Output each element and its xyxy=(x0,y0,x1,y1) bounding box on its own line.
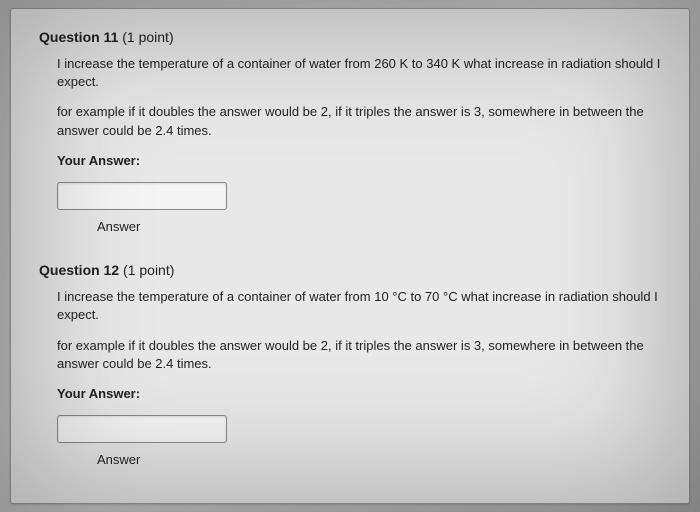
question-12-body: I increase the temperature of a containe… xyxy=(39,288,661,469)
question-12-answer-caption: Answer xyxy=(57,451,661,469)
question-11-text-2: for example if it doubles the answer wou… xyxy=(57,103,661,139)
question-12-number: Question 12 xyxy=(39,262,119,278)
question-12-text-2: for example if it doubles the answer wou… xyxy=(57,337,661,373)
question-11-text-1: I increase the temperature of a containe… xyxy=(57,55,661,91)
question-12-title: Question 12 (1 point) xyxy=(39,262,661,278)
question-11-your-answer-label: Your Answer: xyxy=(57,152,661,170)
question-11-title: Question 11 (1 point) xyxy=(39,29,661,45)
question-12-points: (1 point) xyxy=(123,262,174,278)
question-11-answer-input[interactable] xyxy=(57,182,227,210)
question-11-number: Question 11 xyxy=(39,29,118,45)
question-12: Question 12 (1 point) I increase the tem… xyxy=(39,262,661,469)
question-11-points: (1 point) xyxy=(122,29,173,45)
question-11: Question 11 (1 point) I increase the tem… xyxy=(39,29,661,236)
quiz-container: Question 11 (1 point) I increase the tem… xyxy=(10,8,690,504)
question-12-text-1: I increase the temperature of a containe… xyxy=(57,288,661,324)
question-12-answer-input[interactable] xyxy=(57,415,227,443)
question-11-body: I increase the temperature of a containe… xyxy=(39,55,661,236)
question-12-your-answer-label: Your Answer: xyxy=(57,385,661,403)
question-11-answer-caption: Answer xyxy=(57,218,661,236)
